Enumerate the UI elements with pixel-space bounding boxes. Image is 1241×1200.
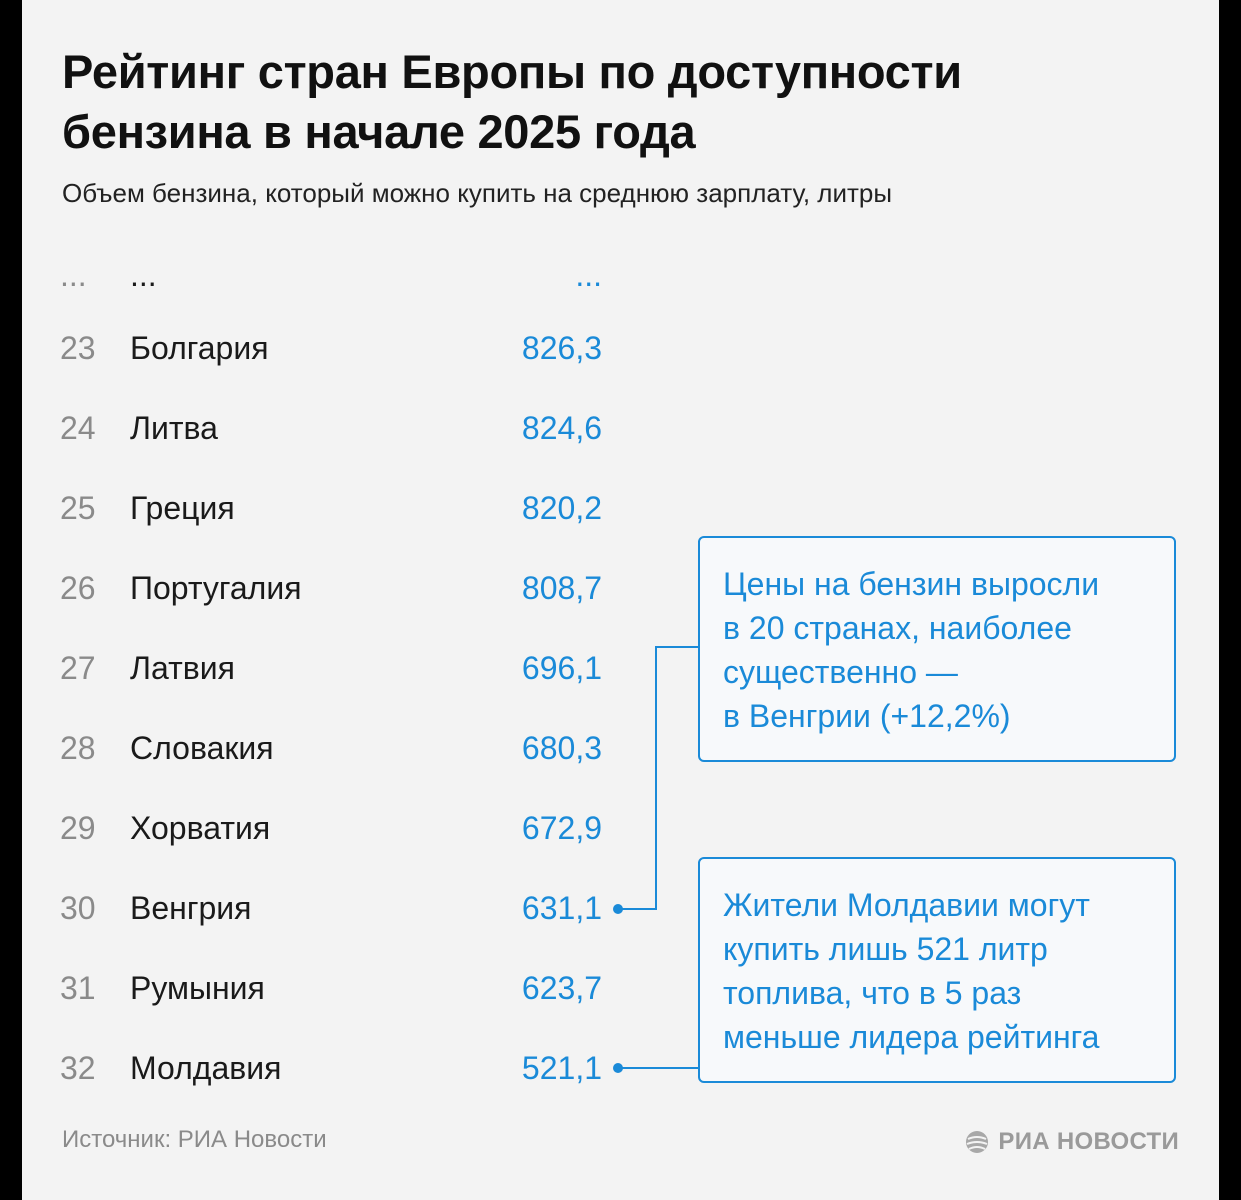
callout-moldova-line: Жители Молдавии могут	[723, 887, 1090, 923]
rank-label: 29	[60, 810, 96, 846]
value-ellipsis: ...	[575, 257, 602, 293]
value-label: 631,1	[521, 890, 602, 926]
callout-hungary-line: Цены на бензин выросли	[723, 566, 1100, 602]
connector-lines	[613, 646, 698, 1073]
country-label: Венгрия	[130, 890, 252, 926]
rank-label: 23	[60, 330, 96, 366]
country-label: Португалия	[130, 570, 302, 606]
callout-hungary-line: существенно —	[723, 654, 958, 690]
rank-label: 25	[60, 490, 96, 526]
table-row: 28 Словакия 680,3	[22, 728, 622, 768]
callout-moldova: Жители Молдавии могут купить лишь 521 ли…	[698, 857, 1176, 1083]
callout-hungary: Цены на бензин выросли в 20 странах, наи…	[698, 536, 1176, 762]
country-label: Словакия	[130, 730, 274, 766]
title-line-1: Рейтинг стран Европы по доступности	[62, 45, 962, 98]
table-row: 32 Молдавия 521,1	[22, 1048, 622, 1088]
rank-label: 28	[60, 730, 96, 766]
country-label: Румыния	[130, 970, 265, 1006]
callout-moldova-line: купить лишь 521 литр	[723, 931, 1048, 967]
country-label: Молдавия	[130, 1050, 282, 1086]
rank-label: 27	[60, 650, 96, 686]
value-label: 824,6	[521, 410, 602, 446]
callout-moldova-line: меньше лидера рейтинга	[723, 1019, 1100, 1055]
rank-ellipsis: ...	[60, 257, 87, 293]
rank-label: 31	[60, 970, 96, 1006]
rank-label: 30	[60, 890, 96, 926]
table-row: 27 Латвия 696,1	[22, 648, 622, 688]
title-line-2: бензина в начале 2025 года	[62, 105, 696, 158]
ellipsis-row: ... ... ...	[22, 255, 622, 295]
value-label: 672,9	[521, 810, 602, 846]
value-label: 820,2	[521, 490, 602, 526]
logo-text: РИА НОВОСТИ	[998, 1128, 1179, 1155]
country-label: Греция	[130, 490, 235, 526]
country-label: Хорватия	[130, 810, 271, 846]
value-label: 623,7	[521, 970, 602, 1006]
callout-hungary-line: в Венгрии (+12,2%)	[723, 698, 1011, 734]
table-row: 30 Венгрия 631,1	[22, 888, 622, 928]
infographic-card: Рейтинг стран Европы по доступности бенз…	[22, 0, 1219, 1200]
source-note: Источник: РИА Новости	[62, 1126, 327, 1153]
table-row: 31 Румыния 623,7	[22, 968, 622, 1008]
value-label: 826,3	[521, 330, 602, 366]
value-label: 521,1	[521, 1050, 602, 1086]
ria-globe-icon	[966, 1131, 989, 1153]
country-label: Латвия	[130, 650, 235, 686]
table-row: 26 Португалия 808,7	[22, 568, 622, 608]
country-label: Литва	[130, 410, 218, 446]
page-title: Рейтинг стран Европы по доступности бенз…	[62, 42, 1182, 162]
table-row: 25 Греция 820,2	[22, 488, 622, 528]
rank-label: 26	[60, 570, 96, 606]
subtitle: Объем бензина, который можно купить на с…	[62, 178, 893, 208]
marker-dot-moldova	[613, 1063, 623, 1073]
value-label: 696,1	[521, 650, 602, 686]
value-label: 808,7	[521, 570, 602, 606]
connector-hungary	[618, 646, 698, 910]
rank-label: 24	[60, 410, 96, 446]
ria-logo: РИА НОВОСТИ	[964, 1126, 1179, 1158]
rank-label: 32	[60, 1050, 96, 1086]
callout-hungary-line: в 20 странах, наиболее	[723, 610, 1072, 646]
country-label: Болгария	[130, 330, 269, 366]
table-row: 29 Хорватия 672,9	[22, 808, 622, 848]
marker-dot-hungary	[613, 904, 623, 914]
table-row: 24 Литва 824,6	[22, 408, 622, 448]
country-ellipsis: ...	[130, 257, 157, 293]
callout-moldova-line: топлива, что в 5 раз	[723, 975, 1022, 1011]
table-row: 23 Болгария 826,3	[22, 328, 622, 368]
value-label: 680,3	[521, 730, 602, 766]
